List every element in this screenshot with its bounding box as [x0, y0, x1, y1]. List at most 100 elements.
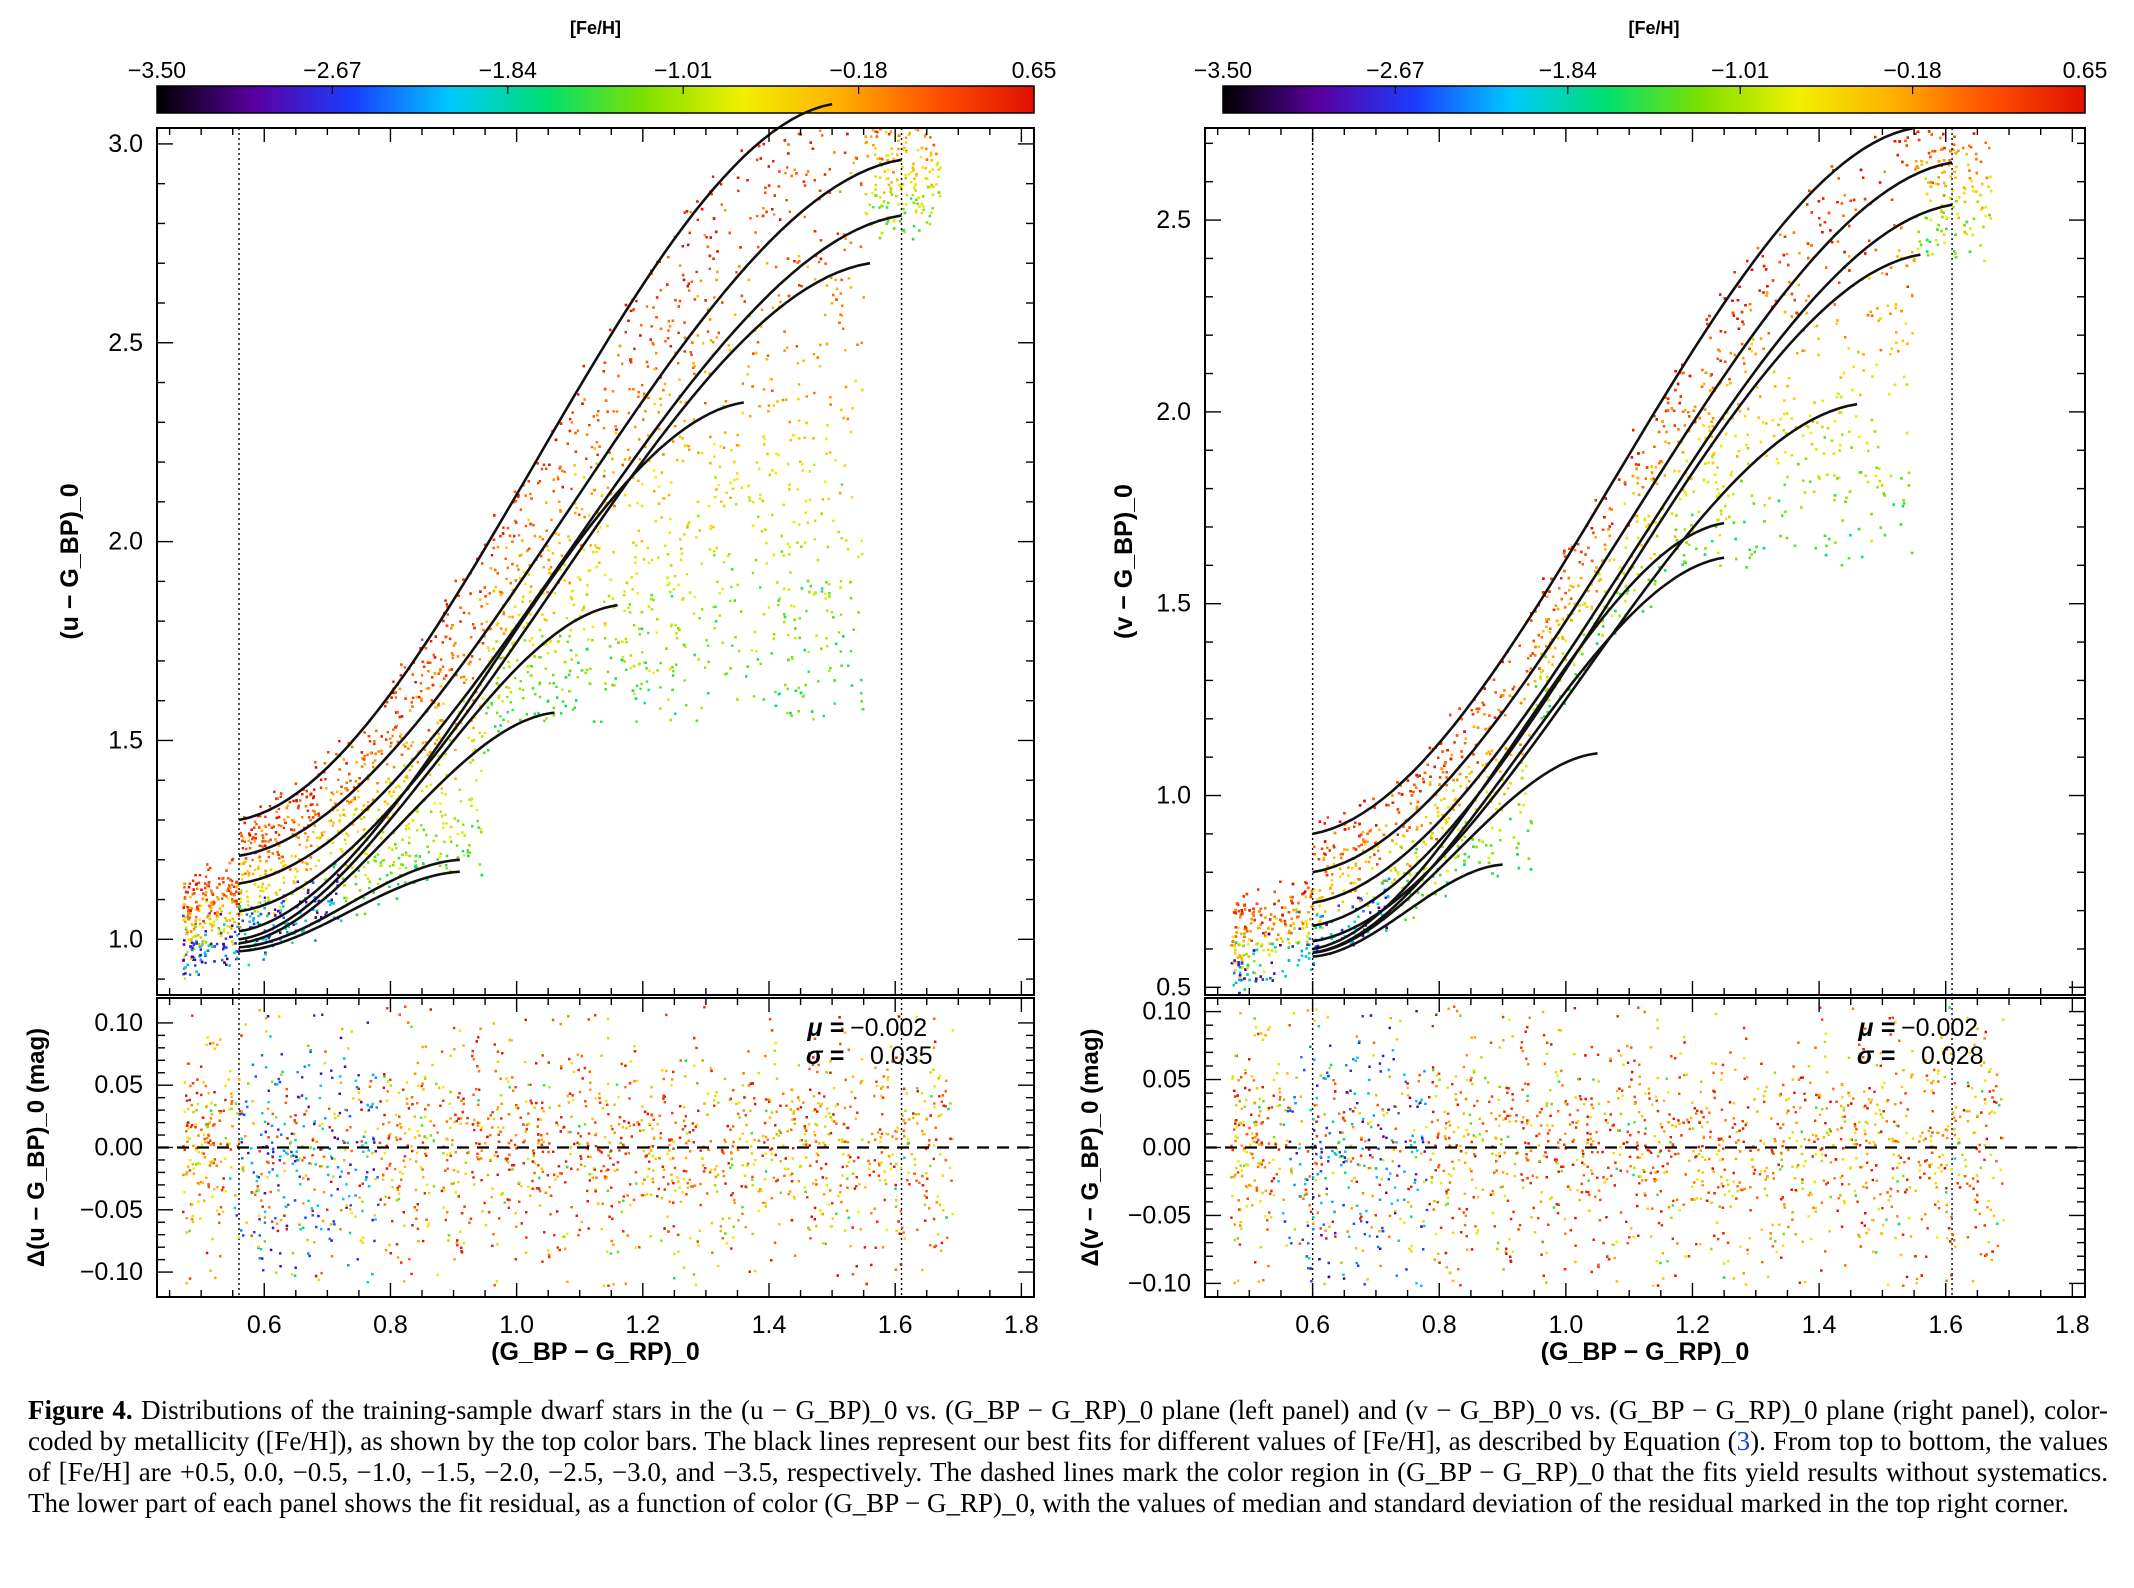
data-point	[286, 922, 290, 925]
data-point	[261, 845, 264, 848]
data-point	[302, 887, 305, 890]
data-point	[334, 862, 337, 866]
data-point	[374, 860, 377, 863]
data-point	[713, 455, 716, 458]
data-point	[182, 903, 186, 906]
data-point	[849, 286, 853, 289]
data-point	[444, 753, 447, 756]
data-point	[183, 915, 187, 919]
data-point	[797, 132, 801, 136]
data-point	[910, 171, 913, 174]
data-point	[723, 504, 726, 508]
data-point	[263, 899, 266, 903]
data-point	[282, 900, 285, 903]
data-point	[538, 628, 542, 632]
data-point	[490, 701, 493, 705]
data-point	[677, 305, 680, 308]
data-point	[726, 554, 730, 558]
data-point	[278, 888, 281, 892]
data-point	[455, 673, 458, 677]
data-point	[223, 961, 226, 964]
data-point	[528, 639, 531, 642]
data-point	[564, 704, 567, 708]
data-point	[721, 587, 724, 591]
data-point	[839, 586, 842, 589]
data-point	[640, 611, 644, 614]
data-point	[808, 498, 812, 501]
data-point	[435, 738, 439, 742]
data-point	[735, 444, 739, 447]
data-point	[551, 552, 555, 555]
data-point	[470, 804, 473, 807]
data-point	[632, 476, 635, 479]
data-point	[499, 627, 503, 630]
data-point	[758, 497, 762, 500]
colorbar-label: [Fe/H]	[570, 18, 621, 38]
data-point	[239, 831, 243, 835]
data-point	[836, 232, 839, 235]
data-point	[257, 901, 260, 904]
data-point	[865, 140, 868, 144]
data-point	[632, 388, 635, 391]
data-point	[758, 405, 761, 408]
data-point	[463, 854, 466, 857]
data-point	[935, 183, 938, 186]
data-point	[521, 539, 524, 542]
data-point	[241, 836, 245, 839]
data-point	[565, 617, 569, 620]
data-point	[263, 824, 266, 828]
data-point	[239, 900, 242, 904]
data-point	[542, 592, 545, 596]
data-point	[677, 331, 680, 334]
data-point	[654, 476, 657, 479]
data-point	[247, 874, 250, 877]
data-point	[758, 467, 761, 471]
data-point	[319, 778, 323, 781]
data-point	[554, 438, 558, 442]
data-point	[486, 646, 490, 649]
data-point	[686, 524, 689, 527]
figure-canvas: [Fe/H]−3.50 −2.67 −1.84 −1.01 −0.18 0.650.6 0.…	[23, 18, 2107, 1366]
data-point	[843, 248, 846, 252]
data-point	[687, 243, 690, 247]
data-point	[233, 893, 236, 897]
data-point	[544, 467, 548, 470]
data-point	[920, 146, 924, 150]
data-point	[259, 874, 262, 878]
data-point	[574, 450, 578, 453]
data-point	[820, 512, 823, 515]
data-point	[505, 577, 508, 581]
data-point	[415, 866, 419, 869]
data-point	[496, 572, 499, 575]
data-point	[376, 818, 379, 821]
data-point	[314, 939, 317, 942]
data-point	[312, 809, 315, 812]
data-point	[205, 891, 208, 894]
data-point	[407, 822, 410, 826]
data-point	[936, 163, 939, 167]
data-point	[773, 632, 776, 636]
data-point	[508, 665, 511, 669]
data-point	[729, 496, 732, 499]
data-point	[317, 814, 321, 817]
data-point	[235, 890, 238, 893]
data-point	[526, 622, 529, 625]
data-point	[603, 361, 607, 364]
data-point	[294, 782, 298, 785]
data-point	[916, 129, 920, 132]
data-point	[525, 713, 528, 716]
data-point	[889, 190, 892, 194]
data-point	[431, 676, 434, 679]
data-point	[597, 419, 600, 422]
data-point	[444, 813, 447, 816]
data-point	[476, 819, 479, 823]
data-point	[797, 686, 800, 690]
data-point	[344, 863, 347, 866]
data-point	[623, 590, 626, 593]
data-point	[404, 697, 407, 700]
data-point	[363, 731, 366, 734]
data-point	[478, 731, 481, 735]
data-point	[713, 554, 716, 557]
data-point	[328, 819, 331, 823]
data-point	[400, 753, 404, 756]
